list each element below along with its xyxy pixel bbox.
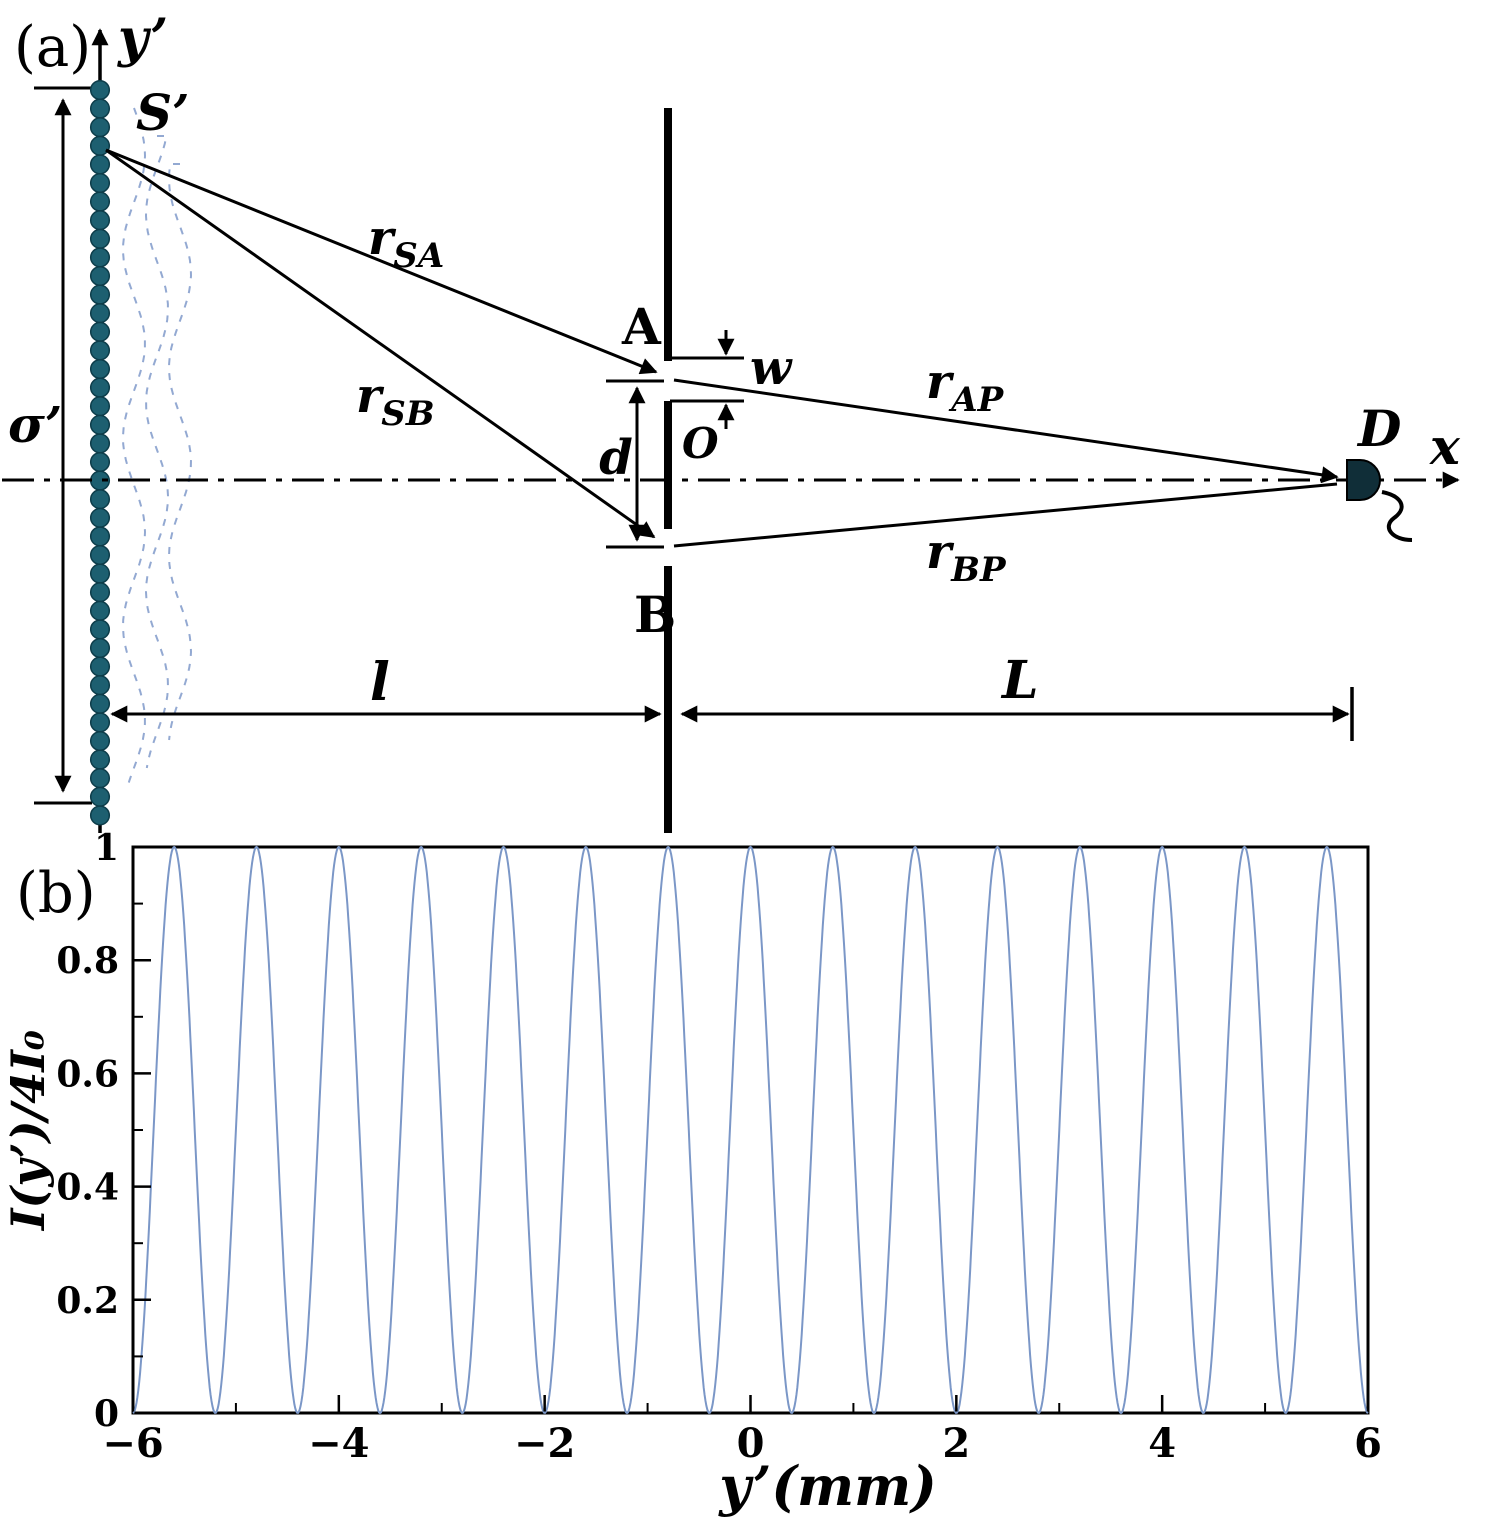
wavefront-dashed-line — [144, 135, 170, 769]
source-dot — [89, 619, 111, 640]
source-dot — [89, 600, 111, 621]
y-tick-label: 0.6 — [56, 1053, 119, 1095]
source-dot — [89, 210, 111, 231]
slit-a-label: A — [621, 297, 662, 356]
source-dot — [89, 656, 111, 677]
source-dot — [89, 135, 111, 156]
x-tick-label: −4 — [308, 1420, 369, 1467]
wavefront-dashes — [121, 107, 193, 789]
y-prime-axis-label: y’ — [117, 8, 168, 69]
y-ticks-group: 1 0.8 0.6 0.4 0.2 0 — [56, 827, 151, 1435]
source-dot — [89, 526, 111, 547]
x-axis-label: x — [1429, 417, 1461, 476]
source-dot — [89, 117, 111, 138]
source-dot — [89, 507, 111, 528]
ray-source-to-B — [105, 148, 656, 539]
source-dot — [89, 712, 111, 733]
source-dot — [89, 358, 111, 380]
y-tick-label: 0.2 — [56, 1280, 119, 1322]
panel-b: (b) 10.80.60.40.20 −6 −4 −2 0 2 4 6 I(y’)/4I₀ … — [1, 827, 1382, 1518]
source-dot — [89, 433, 111, 454]
detector-label: D — [1356, 399, 1401, 458]
y-tick-label: 0.4 — [56, 1167, 119, 1209]
source-dot — [89, 675, 111, 696]
wavefront-dashed-line — [121, 107, 147, 789]
source-dot — [89, 544, 111, 566]
source-dot — [89, 396, 111, 417]
source-label: S’ — [136, 83, 190, 142]
source-dot — [89, 749, 111, 770]
detector-body — [1346, 459, 1381, 501]
source-dot — [89, 582, 111, 603]
wavefront-dashed-line — [167, 163, 193, 741]
x-ticks-group: −6 −4 −2 0 2 4 6 — [102, 1395, 1382, 1467]
x-tick-label: 4 — [1148, 1420, 1176, 1467]
panel-b-label: (b) — [16, 861, 96, 926]
y-tick-label: 0 — [94, 1393, 119, 1435]
intensity-curve-group — [132, 845, 1369, 1415]
ray-A-to-detector — [673, 378, 1339, 484]
source-dot-array — [89, 79, 111, 826]
ray-rAP-label: rAP — [926, 354, 1005, 420]
x-axis-title: y’(mm) — [718, 1454, 937, 1518]
source-dot — [89, 154, 111, 175]
panel-a-label: (a) — [14, 15, 91, 80]
panel-a: (a) y’ σ’ S’ x w d O A B — [2, 8, 1461, 833]
source-dot — [89, 730, 111, 752]
detector-fiber-squiggle — [1381, 490, 1413, 542]
source-dot — [89, 805, 111, 826]
intensity-curve — [132, 845, 1369, 1415]
sigma-label: σ’ — [8, 395, 62, 454]
source-dot — [89, 414, 111, 435]
source-distance-label: l — [370, 652, 390, 713]
slit-separation-label: d — [599, 430, 633, 486]
source-dot — [89, 451, 111, 473]
ray-B-to-detector — [673, 482, 1338, 548]
source-dot — [89, 321, 111, 342]
slit-width-label: w — [750, 340, 793, 396]
y-tick-label: 0.8 — [56, 940, 119, 982]
x-tick-label: 0 — [737, 1420, 765, 1467]
ray-rSA-label: rSA — [368, 210, 444, 276]
source-dot — [89, 637, 111, 659]
source-dot — [89, 340, 111, 361]
screen-distance-label: L — [1000, 650, 1039, 711]
x-tick-label: −6 — [102, 1420, 163, 1467]
ray-source-to-A — [105, 148, 658, 375]
x-tick-label: 6 — [1354, 1420, 1382, 1467]
source-dot — [89, 172, 111, 194]
ray-rSB-label: rSB — [356, 368, 435, 434]
source-dot — [89, 563, 111, 584]
y-axis-title: I(y’)/4I₀ — [1, 1030, 55, 1232]
source-dot — [89, 786, 111, 807]
source-dot — [89, 98, 111, 119]
source-dot — [89, 247, 111, 268]
slit-b-label: B — [634, 585, 676, 644]
source-dot — [89, 303, 111, 324]
source-dot — [89, 79, 111, 101]
ray-rBP-label: rBP — [926, 524, 1007, 590]
source-dot — [89, 191, 111, 212]
source-dot — [89, 768, 111, 789]
source-dot — [89, 265, 111, 287]
x-tick-label: 2 — [942, 1420, 970, 1467]
source-dot — [89, 284, 111, 305]
x-tick-label: −2 — [514, 1420, 575, 1467]
source-dot — [89, 693, 111, 714]
source-dot — [89, 489, 111, 510]
origin-label: O — [682, 419, 719, 468]
source-dot — [89, 228, 111, 249]
y-tick-label: 1 — [94, 827, 119, 869]
source-dot — [89, 377, 111, 398]
